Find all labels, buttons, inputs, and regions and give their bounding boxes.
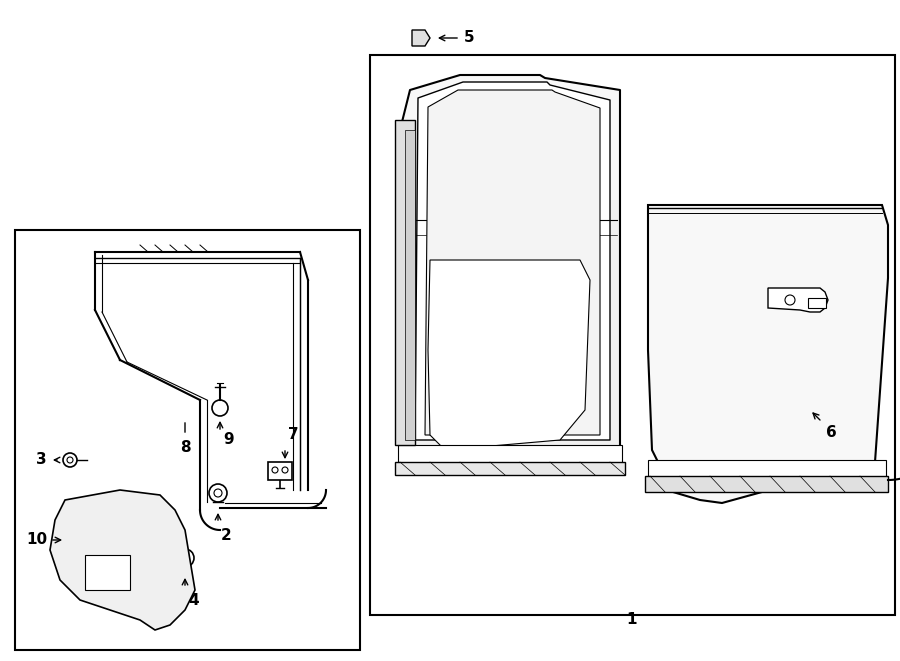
Polygon shape xyxy=(768,288,828,312)
Bar xyxy=(15,230,360,650)
Polygon shape xyxy=(400,200,620,460)
Circle shape xyxy=(67,457,73,463)
Text: 2: 2 xyxy=(221,528,232,543)
Circle shape xyxy=(785,295,795,305)
Circle shape xyxy=(282,467,288,473)
Bar xyxy=(15,230,360,650)
Text: 9: 9 xyxy=(223,432,234,447)
Text: 4: 4 xyxy=(188,593,199,608)
Bar xyxy=(808,298,826,308)
Text: 10: 10 xyxy=(26,533,47,547)
Polygon shape xyxy=(648,205,888,503)
Text: 6: 6 xyxy=(826,425,837,440)
Polygon shape xyxy=(415,82,610,440)
Circle shape xyxy=(214,489,222,497)
Text: 8: 8 xyxy=(180,440,190,455)
Polygon shape xyxy=(85,555,130,590)
Circle shape xyxy=(63,453,77,467)
Polygon shape xyxy=(648,460,886,478)
Polygon shape xyxy=(425,90,600,435)
Polygon shape xyxy=(645,476,888,492)
Bar xyxy=(268,462,292,480)
Text: 3: 3 xyxy=(36,453,47,467)
Circle shape xyxy=(181,554,189,562)
Text: 7: 7 xyxy=(288,427,299,442)
Circle shape xyxy=(212,400,228,416)
Bar xyxy=(370,55,895,615)
Polygon shape xyxy=(405,130,415,440)
Polygon shape xyxy=(398,445,622,465)
Circle shape xyxy=(272,467,278,473)
Polygon shape xyxy=(428,260,590,450)
Circle shape xyxy=(209,484,227,502)
Polygon shape xyxy=(412,30,430,46)
Circle shape xyxy=(176,549,194,567)
Polygon shape xyxy=(400,75,620,460)
Text: 5: 5 xyxy=(464,30,474,46)
Polygon shape xyxy=(395,120,415,445)
Polygon shape xyxy=(50,490,195,630)
Bar xyxy=(370,55,895,615)
Text: 1: 1 xyxy=(626,613,637,627)
Polygon shape xyxy=(395,462,625,475)
